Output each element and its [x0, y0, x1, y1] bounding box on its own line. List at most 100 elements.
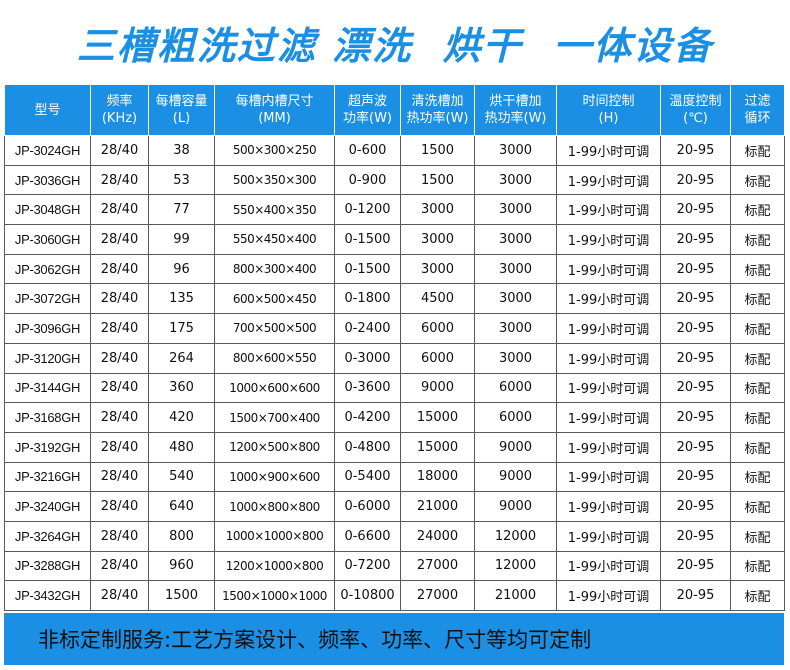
cell-capacity: 540	[148, 461, 215, 493]
cell-capacity: 135	[148, 283, 215, 315]
header-line: (MM)	[258, 111, 291, 126]
table-row: JP-3060GH 28/40 99 550×450×400 0-1500 3000 300…	[4, 224, 785, 255]
cell-filter-circulation: 标配	[730, 135, 785, 166]
header-dry-heating-power: 烘干槽加 热功率(W)	[474, 84, 557, 136]
cell-capacity: 420	[148, 402, 215, 433]
table-row: JP-3192GH 28/40 480 1200×500×800 0-4800 15000…	[4, 431, 785, 463]
cell-ultrasonic-power: 0-2400	[334, 313, 401, 344]
cell-temperature-control: 20-95	[660, 283, 731, 315]
cell-dry-heating-power: 3000	[474, 253, 557, 285]
cell-ultrasonic-power: 0-3000	[334, 342, 401, 374]
cell-ultrasonic-power: 0-4800	[334, 431, 401, 463]
cell-dry-heating-power: 3000	[474, 313, 557, 344]
header-line: (L)	[172, 111, 191, 126]
header-line: 温度控制	[669, 94, 722, 109]
cell-temperature-control: 20-95	[660, 135, 731, 166]
cell-frequency: 28/40	[90, 135, 149, 166]
cell-time-control: 1-99小时可调	[556, 283, 661, 315]
cell-inner-size: 1500×1000×1000	[214, 580, 335, 611]
cell-filter-circulation: 标配	[730, 224, 785, 255]
header-line: 热功率(W)	[484, 111, 547, 126]
cell-dry-heating-power: 3000	[474, 135, 557, 166]
cell-wash-heating-power: 3000	[400, 194, 475, 226]
cell-capacity: 38	[148, 135, 215, 166]
header-time-control: 时间控制 (H)	[556, 84, 661, 136]
cell-dry-heating-power: 12000	[474, 520, 557, 552]
cell-model: JP-3264GH	[4, 520, 91, 552]
cell-temperature-control: 20-95	[660, 520, 731, 552]
cell-capacity: 77	[148, 194, 215, 226]
header-line: (KHz)	[101, 111, 138, 126]
header-model: 型号	[4, 84, 91, 136]
cell-dry-heating-power: 3000	[474, 224, 557, 255]
cell-temperature-control: 20-95	[660, 194, 731, 226]
cell-inner-size: 800×300×400	[214, 253, 335, 285]
cell-ultrasonic-power: 0-600	[334, 135, 401, 166]
cell-frequency: 28/40	[90, 253, 149, 285]
cell-inner-size: 600×500×450	[214, 283, 335, 315]
cell-capacity: 99	[148, 224, 215, 255]
cell-frequency: 28/40	[90, 164, 149, 196]
cell-capacity: 264	[148, 342, 215, 374]
cell-capacity: 53	[148, 164, 215, 196]
cell-time-control: 1-99小时可调	[556, 164, 661, 196]
table-row: JP-3048GH 28/40 77 550×400×350 0-1200 3000 300…	[4, 194, 785, 226]
cell-ultrasonic-power: 0-10800	[334, 580, 401, 611]
cell-model: JP-3432GH	[4, 580, 91, 611]
cell-wash-heating-power: 15000	[400, 402, 475, 433]
cell-frequency: 28/40	[90, 194, 149, 226]
cell-ultrasonic-power: 0-1200	[334, 194, 401, 226]
header-line: 清洗槽加	[411, 94, 464, 109]
header-temperature-control: 温度控制 (℃)	[660, 84, 731, 136]
table-row: JP-3062GH 28/40 96 800×300×400 0-1500 3000 300…	[4, 253, 785, 285]
cell-wash-heating-power: 1500	[400, 135, 475, 166]
cell-time-control: 1-99小时可调	[556, 550, 661, 582]
cell-filter-circulation: 标配	[730, 520, 785, 552]
cell-ultrasonic-power: 0-5400	[334, 461, 401, 493]
cell-ultrasonic-power: 0-1500	[334, 253, 401, 285]
header-line: 频率	[106, 94, 133, 109]
cell-dry-heating-power: 9000	[474, 461, 557, 493]
spec-table: 型号 频率 (KHz) 每槽容量 (L) 每槽内槽尺寸 (MM) 超声波 功率(W) 清洗槽加 热功…	[4, 84, 785, 611]
cell-wash-heating-power: 6000	[400, 342, 475, 374]
header-frequency: 频率 (KHz)	[90, 84, 149, 136]
header-line: (℃)	[683, 111, 708, 126]
cell-ultrasonic-power: 0-6000	[334, 491, 401, 522]
cell-filter-circulation: 标配	[730, 283, 785, 315]
header-wash-heating-power: 清洗槽加 热功率(W)	[400, 84, 475, 136]
cell-inner-size: 1200×500×800	[214, 431, 335, 463]
table-row: JP-3096GH 28/40 175 700×500×500 0-2400 6000 30…	[4, 313, 785, 344]
cell-dry-heating-power: 3000	[474, 194, 557, 226]
cell-wash-heating-power: 4500	[400, 283, 475, 315]
cell-ultrasonic-power: 0-4200	[334, 402, 401, 433]
cell-inner-size: 1000×600×600	[214, 372, 335, 404]
table-row: JP-3036GH 28/40 53 500×350×300 0-900 1500 3000…	[4, 164, 785, 196]
footer-banner: 非标定制服务:工艺方案设计、频率、功率、尺寸等均可定制	[4, 613, 784, 665]
cell-time-control: 1-99小时可调	[556, 461, 661, 493]
cell-time-control: 1-99小时可调	[556, 580, 661, 611]
cell-dry-heating-power: 3000	[474, 283, 557, 315]
cell-model: JP-3168GH	[4, 402, 91, 433]
cell-dry-heating-power: 6000	[474, 372, 557, 404]
cell-wash-heating-power: 6000	[400, 313, 475, 344]
cell-time-control: 1-99小时可调	[556, 520, 661, 552]
table-row: JP-3024GH 28/40 38 500×300×250 0-600 1500 3000…	[4, 135, 785, 166]
header-filter-circulation: 过滤 循环	[730, 84, 785, 136]
cell-temperature-control: 20-95	[660, 372, 731, 404]
cell-inner-size: 500×300×250	[214, 135, 335, 166]
cell-dry-heating-power: 3000	[474, 342, 557, 374]
table-body: JP-3024GH 28/40 38 500×300×250 0-600 1500 3000…	[4, 135, 785, 611]
cell-inner-size: 1000×900×600	[214, 461, 335, 493]
cell-time-control: 1-99小时可调	[556, 135, 661, 166]
cell-frequency: 28/40	[90, 402, 149, 433]
cell-model: JP-3288GH	[4, 550, 91, 582]
cell-wash-heating-power: 3000	[400, 253, 475, 285]
cell-frequency: 28/40	[90, 313, 149, 344]
header-ultrasonic-power: 超声波 功率(W)	[334, 84, 401, 136]
cell-filter-circulation: 标配	[730, 491, 785, 522]
cell-capacity: 360	[148, 372, 215, 404]
cell-temperature-control: 20-95	[660, 253, 731, 285]
cell-model: JP-3036GH	[4, 164, 91, 196]
cell-capacity: 480	[148, 431, 215, 463]
cell-temperature-control: 20-95	[660, 164, 731, 196]
